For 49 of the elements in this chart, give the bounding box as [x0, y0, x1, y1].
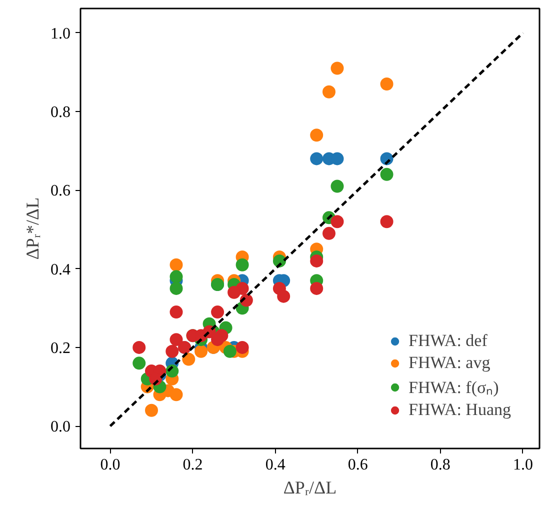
point — [211, 306, 224, 319]
point — [228, 286, 241, 299]
y-tick-label: 0.2 — [50, 340, 70, 357]
point — [170, 282, 183, 295]
point — [330, 215, 344, 228]
point — [310, 282, 324, 295]
legend-label: FHWA: def — [408, 331, 488, 351]
point — [330, 180, 344, 193]
x-tick-label: 0.0 — [100, 456, 120, 474]
x-tick-label: 0.6 — [348, 456, 368, 474]
point — [322, 226, 336, 240]
point — [170, 306, 183, 319]
point — [380, 215, 394, 228]
point — [211, 333, 224, 346]
x-tick-label: 0.4 — [265, 456, 286, 474]
y-tick-label: 0.0 — [50, 418, 70, 436]
point — [380, 78, 394, 90]
x-tick-label: 0.2 — [182, 456, 203, 474]
legend-label: FHWA: avg — [408, 353, 490, 373]
point — [132, 340, 146, 354]
y-tick-label: 0.6 — [50, 182, 70, 200]
point — [310, 254, 324, 268]
legend-label: FHWA: Huang — [408, 400, 511, 420]
x-tick-label: 0.8 — [430, 456, 450, 474]
x-tick-label: 1.0 — [512, 456, 533, 474]
y-tick-label: 0.4 — [50, 261, 70, 278]
point — [170, 333, 183, 346]
point — [170, 258, 183, 272]
point — [170, 388, 183, 402]
point — [132, 356, 146, 370]
point — [236, 258, 249, 272]
y-axis-title: ΔPᵣ*/ΔL — [22, 197, 42, 260]
point — [182, 352, 196, 366]
point — [322, 85, 336, 98]
point — [236, 340, 249, 354]
point — [144, 404, 158, 417]
point — [310, 152, 324, 166]
point — [170, 270, 183, 284]
point — [166, 344, 179, 358]
point — [277, 290, 290, 303]
x-axis-title: ΔPᵣ/ΔL — [283, 478, 337, 498]
y-tick-label: 0.8 — [50, 104, 70, 122]
point — [310, 128, 324, 142]
y-tick-label: 1.0 — [50, 25, 70, 42]
point — [330, 62, 344, 75]
point — [223, 344, 236, 358]
point — [194, 344, 208, 358]
legend-label: FHWA: f(σₙ) — [408, 377, 499, 398]
point — [380, 168, 394, 181]
